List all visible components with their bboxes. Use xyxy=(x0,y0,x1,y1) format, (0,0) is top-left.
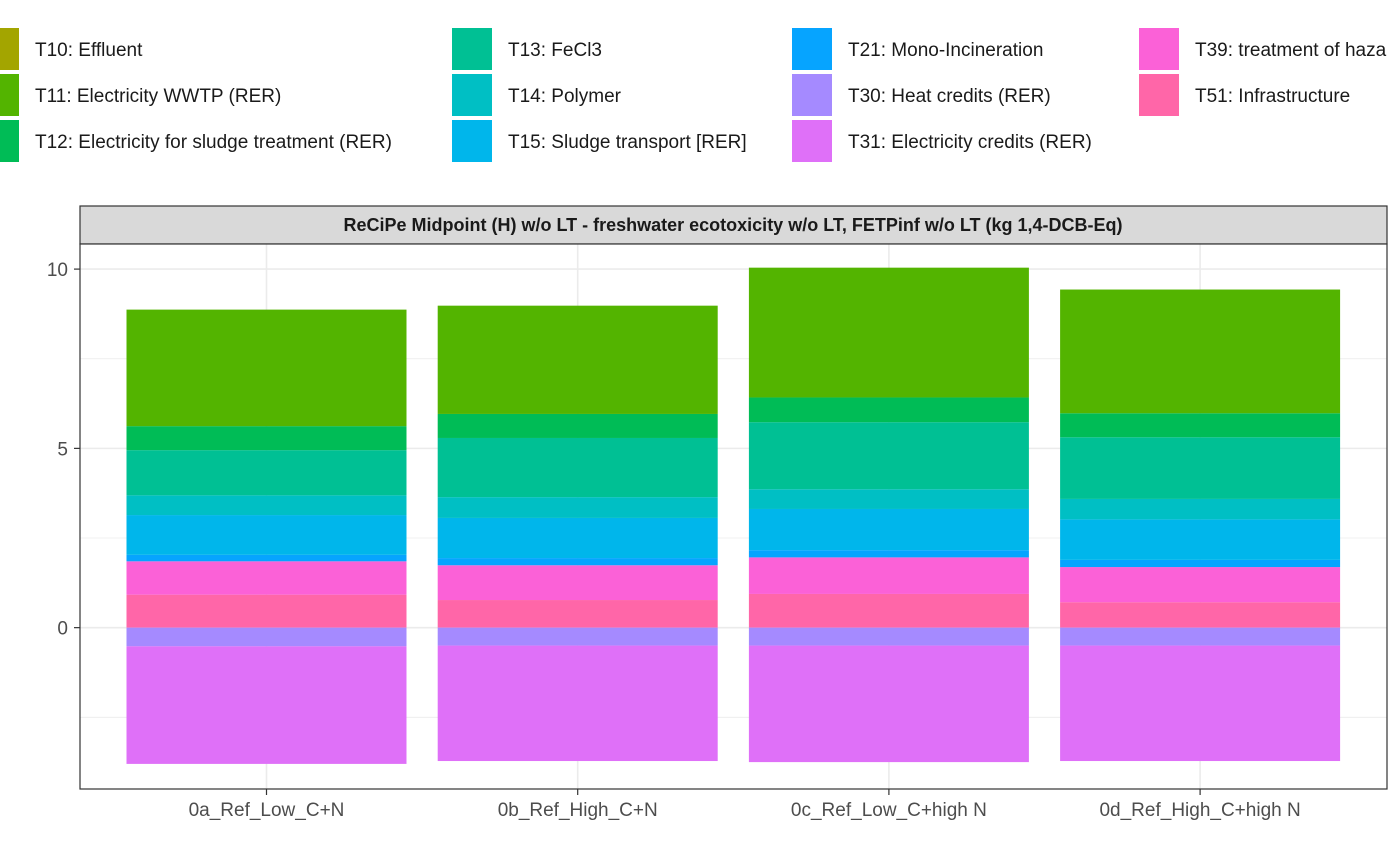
legend-key-t13 xyxy=(452,28,492,70)
legend: T10: Effluent T11: Electricity WWTP (RER)… xyxy=(0,28,1387,162)
bars xyxy=(126,267,1341,764)
bar-segment-t13 xyxy=(437,437,718,498)
bar-segment-t15 xyxy=(748,508,1029,551)
bar-segment-t15 xyxy=(1060,519,1341,560)
bar-segment-t31 xyxy=(1060,645,1341,762)
bar-segment-t12 xyxy=(126,426,407,451)
bar-segment-t14 xyxy=(126,495,407,516)
axes: 0 5 10 0a_Ref_Low_C+N 0b_Ref_High_C+N 0c_Ref_… xyxy=(47,260,1301,821)
legend-label-t30: T30: Heat credits (RER) xyxy=(848,86,1051,107)
legend-key-t14 xyxy=(452,74,492,116)
legend-label-t31: T31: Electricity credits (RER) xyxy=(848,132,1092,153)
strip-background xyxy=(79,205,1388,245)
bar-segment-t14 xyxy=(1060,498,1341,520)
bar-segment-t31 xyxy=(126,646,407,764)
x-tick-label: 0d_Ref_High_C+high N xyxy=(1099,800,1300,821)
bar-segment-t51 xyxy=(126,594,407,628)
bar-segment-t31 xyxy=(437,645,718,762)
legend-key-t10 xyxy=(0,28,19,70)
bar-segment-t12 xyxy=(748,397,1029,423)
legend-label-t21: T21: Mono-Incineration xyxy=(848,40,1043,61)
bar-segment-t39 xyxy=(748,557,1029,594)
bar-segment-t39 xyxy=(437,565,718,601)
bar-segment-t39 xyxy=(126,561,407,595)
legend-key-t30 xyxy=(792,74,832,116)
bar-segment-t15 xyxy=(126,515,407,555)
bar-segment-t30 xyxy=(437,627,718,646)
legend-key-t11 xyxy=(0,74,19,116)
legend-key-t39 xyxy=(1139,28,1179,70)
bar-segment-t51 xyxy=(748,593,1029,628)
chart-title: ReCiPe Midpoint (H) w/o LT - freshwater … xyxy=(343,215,1122,235)
bar-segment-t11 xyxy=(748,267,1029,398)
y-tick-label: 10 xyxy=(47,260,68,281)
bar-segment-t30 xyxy=(1060,627,1341,646)
bar-segment-t30 xyxy=(748,627,1029,646)
x-tick-label: 0a_Ref_Low_C+N xyxy=(189,800,345,821)
legend-key-t15 xyxy=(452,120,492,162)
bar-segment-t31 xyxy=(748,645,1029,763)
bar-segment-t21 xyxy=(126,554,407,562)
legend-key-t12 xyxy=(0,120,19,162)
x-tick-label: 0c_Ref_Low_C+high N xyxy=(791,800,987,821)
bar-segment-t12 xyxy=(1060,413,1341,438)
bar-segment-t51 xyxy=(1060,602,1341,628)
x-tick-label: 0b_Ref_High_C+N xyxy=(498,800,658,821)
plot-border xyxy=(79,243,1388,790)
bar-segment-t21 xyxy=(1060,559,1341,568)
bar-segment-t21 xyxy=(748,550,1029,558)
bar-segment-t13 xyxy=(1060,437,1341,499)
y-tick-label: 0 xyxy=(57,619,68,640)
bar-segment-t12 xyxy=(437,413,718,438)
bar-segment-t15 xyxy=(437,517,718,559)
legend-label-t14: T14: Polymer xyxy=(508,86,622,107)
legend-key-t31 xyxy=(792,120,832,162)
bar-segment-t11 xyxy=(1060,289,1341,414)
bar-segment-t14 xyxy=(748,489,1029,509)
legend-key-t21 xyxy=(792,28,832,70)
bar-segment-t51 xyxy=(437,600,718,628)
legend-label-t13: T13: FeCl3 xyxy=(508,40,602,61)
y-tick-label: 5 xyxy=(57,439,68,460)
legend-label-t11: T11: Electricity WWTP (RER) xyxy=(35,86,281,107)
bar-segment-t11 xyxy=(126,309,407,427)
bar-segment-t13 xyxy=(748,422,1029,490)
bar-segment-t11 xyxy=(437,305,718,414)
bar-segment-t30 xyxy=(126,627,407,647)
legend-label-t12: T12: Electricity for sludge treatment (R… xyxy=(35,132,392,153)
legend-label-t10: T10: Effluent xyxy=(35,40,143,61)
legend-label-t15: T15: Sludge transport [RER] xyxy=(508,132,747,153)
bar-segment-t39 xyxy=(1060,567,1341,603)
bar-segment-t13 xyxy=(126,450,407,496)
bar-segment-t21 xyxy=(437,558,718,566)
legend-label-t51: T51: Infrastructure xyxy=(1195,86,1350,107)
bar-segment-t14 xyxy=(437,497,718,518)
legend-label-t39: T39: treatment of haza xyxy=(1195,40,1387,61)
legend-key-t51 xyxy=(1139,74,1179,116)
